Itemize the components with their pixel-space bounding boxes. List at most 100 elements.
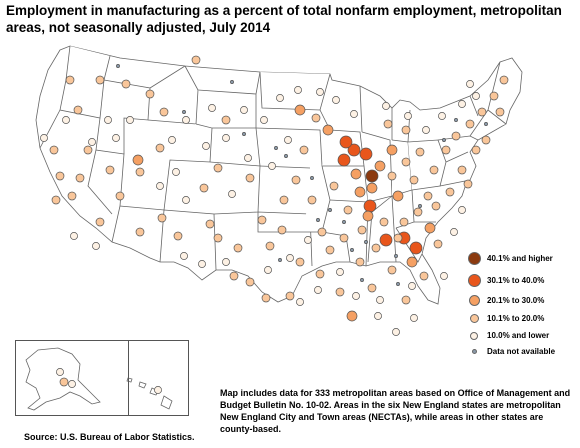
metro-dot — [49, 145, 59, 155]
metro-dot — [346, 310, 358, 322]
metro-dot — [260, 116, 268, 124]
metro-dot — [458, 100, 466, 108]
metro-dot — [40, 134, 48, 142]
metro-dot — [279, 195, 289, 205]
metro-dot — [329, 181, 339, 191]
metro-dot — [95, 75, 105, 85]
metro-dot — [264, 266, 272, 274]
metro-dot — [75, 173, 85, 183]
source-note: Source: U.S. Bureau of Labor Statistics. — [24, 432, 195, 442]
metro-dot — [112, 134, 120, 142]
metro-dot — [409, 175, 419, 185]
metro-dot — [294, 86, 302, 94]
hawaii-shape — [126, 377, 173, 410]
metro-dot — [350, 110, 358, 118]
metro-dot — [126, 116, 134, 124]
metro-dot — [499, 75, 509, 85]
metro-dot — [311, 113, 321, 123]
legend-item: 10.1% to 20.0% — [468, 314, 544, 323]
metro-dot — [285, 291, 295, 301]
metro-dot — [440, 272, 448, 280]
metro-dot — [355, 257, 365, 267]
metro-dot — [363, 199, 377, 213]
metro-dot — [359, 147, 373, 161]
metro-dot — [337, 153, 351, 167]
metro-dot — [182, 110, 186, 114]
metro-dot — [387, 265, 397, 275]
metro-dot — [471, 145, 481, 155]
metro-dot — [465, 119, 475, 129]
metro-dot — [433, 239, 443, 249]
metro-dot — [387, 171, 397, 181]
metro-dot — [261, 293, 271, 303]
legend-swatch — [470, 331, 478, 340]
metro-dot — [418, 204, 422, 208]
metro-dot — [374, 312, 382, 320]
inset-divider — [128, 341, 129, 415]
legend-swatch — [468, 274, 481, 287]
metro-dot — [406, 256, 418, 268]
metro-dot — [228, 190, 236, 198]
metro-dot — [307, 195, 317, 205]
metro-dot — [145, 89, 155, 99]
metro-dot — [379, 233, 393, 247]
metro-dot — [104, 116, 112, 124]
metro-dot — [419, 271, 429, 281]
metro-dot — [116, 64, 120, 68]
metro-dot — [325, 245, 335, 255]
metro-dot — [322, 124, 334, 136]
metro-dot — [364, 240, 368, 244]
metro-dot — [198, 260, 206, 268]
metro-dot — [342, 220, 346, 224]
metro-dot — [83, 145, 93, 155]
legend-item: 20.1% to 30.0% — [468, 295, 544, 306]
metro-dot — [180, 252, 188, 260]
metro-dot — [410, 314, 418, 322]
map-title: Employment in manufacturing as a percent… — [6, 3, 562, 35]
metro-dot — [67, 191, 77, 201]
legend-swatch — [468, 252, 481, 265]
metro-dot — [284, 154, 288, 158]
metro-dot — [257, 215, 267, 225]
metro-dot — [316, 88, 324, 96]
metro-area-dots — [40, 55, 509, 394]
metro-dot — [202, 142, 210, 150]
metro-dot — [121, 79, 131, 89]
metro-dot — [314, 286, 322, 294]
metro-dot — [65, 75, 75, 85]
metro-dot — [409, 241, 423, 255]
metro-dot — [92, 242, 100, 250]
metro-dot — [95, 217, 105, 227]
metro-dot — [208, 104, 216, 112]
metro-dot — [396, 282, 400, 286]
legend-label: 20.1% to 30.0% — [487, 296, 545, 305]
metro-dot — [274, 146, 278, 150]
metro-dot — [286, 254, 294, 262]
state-line — [469, 61, 507, 137]
metro-dot — [159, 107, 169, 117]
metro-dot — [304, 236, 312, 244]
metro-dot — [299, 145, 309, 155]
metro-dot — [172, 168, 180, 176]
metro-dot — [347, 143, 361, 157]
metro-dot — [284, 136, 292, 144]
legend-item: 30.1% to 40.0% — [468, 274, 544, 287]
metro-dot — [296, 298, 304, 306]
metro-dot — [154, 386, 162, 394]
metro-dot — [401, 125, 411, 135]
legend-label: 40.1% and higher — [487, 254, 553, 263]
metro-dot — [399, 217, 409, 227]
metro-dot — [431, 201, 441, 211]
metro-dot — [157, 213, 167, 223]
metro-dot — [422, 126, 430, 134]
legend-label: Data not available — [487, 347, 556, 356]
metro-dot — [51, 195, 61, 205]
metro-dot — [365, 169, 379, 183]
metro-dot — [278, 258, 282, 262]
metro-dot — [339, 135, 353, 149]
metro-dot — [423, 191, 433, 201]
metro-dot — [457, 165, 467, 175]
metro-dot — [135, 167, 145, 177]
metro-dot — [222, 258, 230, 266]
inset-box — [15, 340, 189, 416]
